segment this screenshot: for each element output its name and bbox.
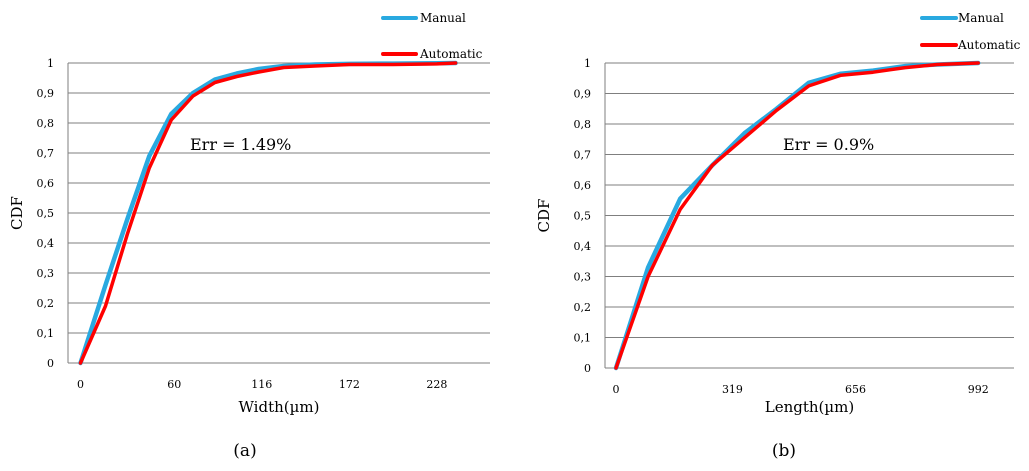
y-tick-label: 0,5 — [37, 207, 55, 220]
y-tick-label: 0,1 — [37, 327, 55, 340]
y-tick-label: 0,5 — [574, 210, 592, 223]
y-tick-label: 0,2 — [37, 297, 55, 310]
y-tick-label: 0,8 — [574, 118, 592, 131]
y-tick-label: 0,4 — [574, 240, 592, 253]
y-tick-label: 0,1 — [574, 332, 592, 345]
y-tick-label: 1 — [584, 57, 591, 70]
x-tick-label: 992 — [968, 383, 989, 396]
x-tick-label: 60 — [167, 378, 181, 391]
x-tick-label: 319 — [722, 383, 743, 396]
x-tick-label: 0 — [612, 383, 619, 396]
y-tick-label: 0,6 — [574, 179, 592, 192]
panel-caption: (b) — [772, 441, 796, 461]
x-axis-title: Length(µm) — [765, 398, 854, 416]
legend-label-manual: Manual — [958, 11, 1004, 25]
y-tick-label: 0,9 — [37, 87, 55, 100]
chart-panel-b: 0 0,1 0,2 0,3 0,4 0,5 0,6 0,7 0,8 0,9 1 0 319 656 992 L… — [535, 11, 1021, 461]
y-axis-title: CDF — [535, 199, 553, 233]
y-tick-label: 0 — [584, 362, 591, 375]
y-tick-label: 0,7 — [574, 149, 592, 162]
x-tick-label: 0 — [77, 378, 84, 391]
chart-panel-a: 0 0,1 0,2 0,3 0,4 0,5 0,6 0,7 0,8 0,9 1 0 60 116 172 22… — [8, 11, 490, 461]
y-tick-label: 0 — [47, 357, 54, 370]
y-tick-label: 0,4 — [37, 237, 55, 250]
legend-label-manual: Manual — [420, 11, 466, 25]
legend-label-automatic: Automatic — [957, 38, 1021, 52]
y-tick-label: 1 — [47, 57, 54, 70]
y-tick-label: 0,6 — [37, 177, 55, 190]
y-axis-title: CDF — [8, 196, 26, 230]
error-annotation: Err = 1.49% — [190, 135, 291, 154]
error-annotation: Err = 0.9% — [783, 135, 874, 154]
y-tick-label: 0,9 — [574, 88, 592, 101]
series-line-automatic — [78, 61, 458, 365]
x-axis-title: Width(µm) — [239, 398, 320, 416]
panel-caption: (a) — [233, 441, 256, 461]
y-tick-label: 0,8 — [37, 117, 55, 130]
x-tick-label: 656 — [845, 383, 866, 396]
y-tick-label: 0,7 — [37, 147, 55, 160]
x-tick-label: 172 — [339, 378, 360, 391]
legend-label-automatic: Automatic — [419, 47, 483, 61]
series-line-automatic — [614, 61, 980, 370]
y-tick-label: 0,2 — [574, 301, 592, 314]
y-tick-label: 0,3 — [37, 267, 55, 280]
x-tick-label: 116 — [251, 378, 272, 391]
x-tick-label: 228 — [426, 378, 447, 391]
y-tick-label: 0,3 — [574, 271, 592, 284]
